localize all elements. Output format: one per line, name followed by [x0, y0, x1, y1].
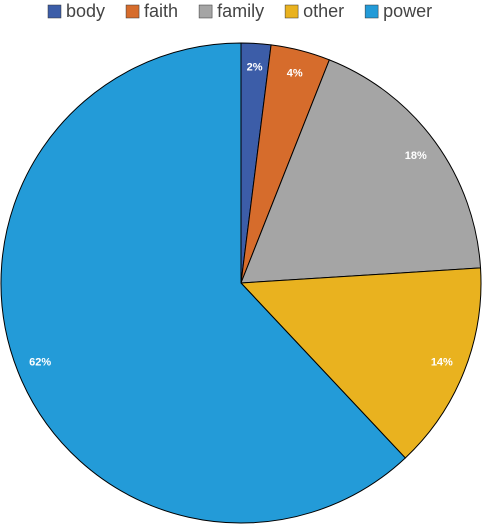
legend-label: faith: [144, 1, 178, 21]
data-label: 62%: [29, 356, 51, 368]
data-label: 18%: [405, 150, 427, 162]
legend-swatch: [47, 4, 62, 19]
legend-swatch: [198, 4, 213, 19]
pie-slice: [0, 42, 406, 524]
pie-slice: [240, 59, 482, 284]
legend-swatch: [125, 4, 140, 19]
data-label: 4%: [287, 68, 303, 80]
legend-label: power: [383, 1, 432, 21]
legend-label: other: [303, 1, 344, 21]
legend-swatch: [364, 4, 379, 19]
pie-slice: [239, 267, 482, 459]
legend-swatch: [284, 4, 299, 19]
data-label: 14%: [431, 356, 453, 368]
data-label: 2%: [247, 61, 263, 73]
legend-label: family: [217, 1, 264, 21]
legend-label: body: [66, 1, 105, 21]
